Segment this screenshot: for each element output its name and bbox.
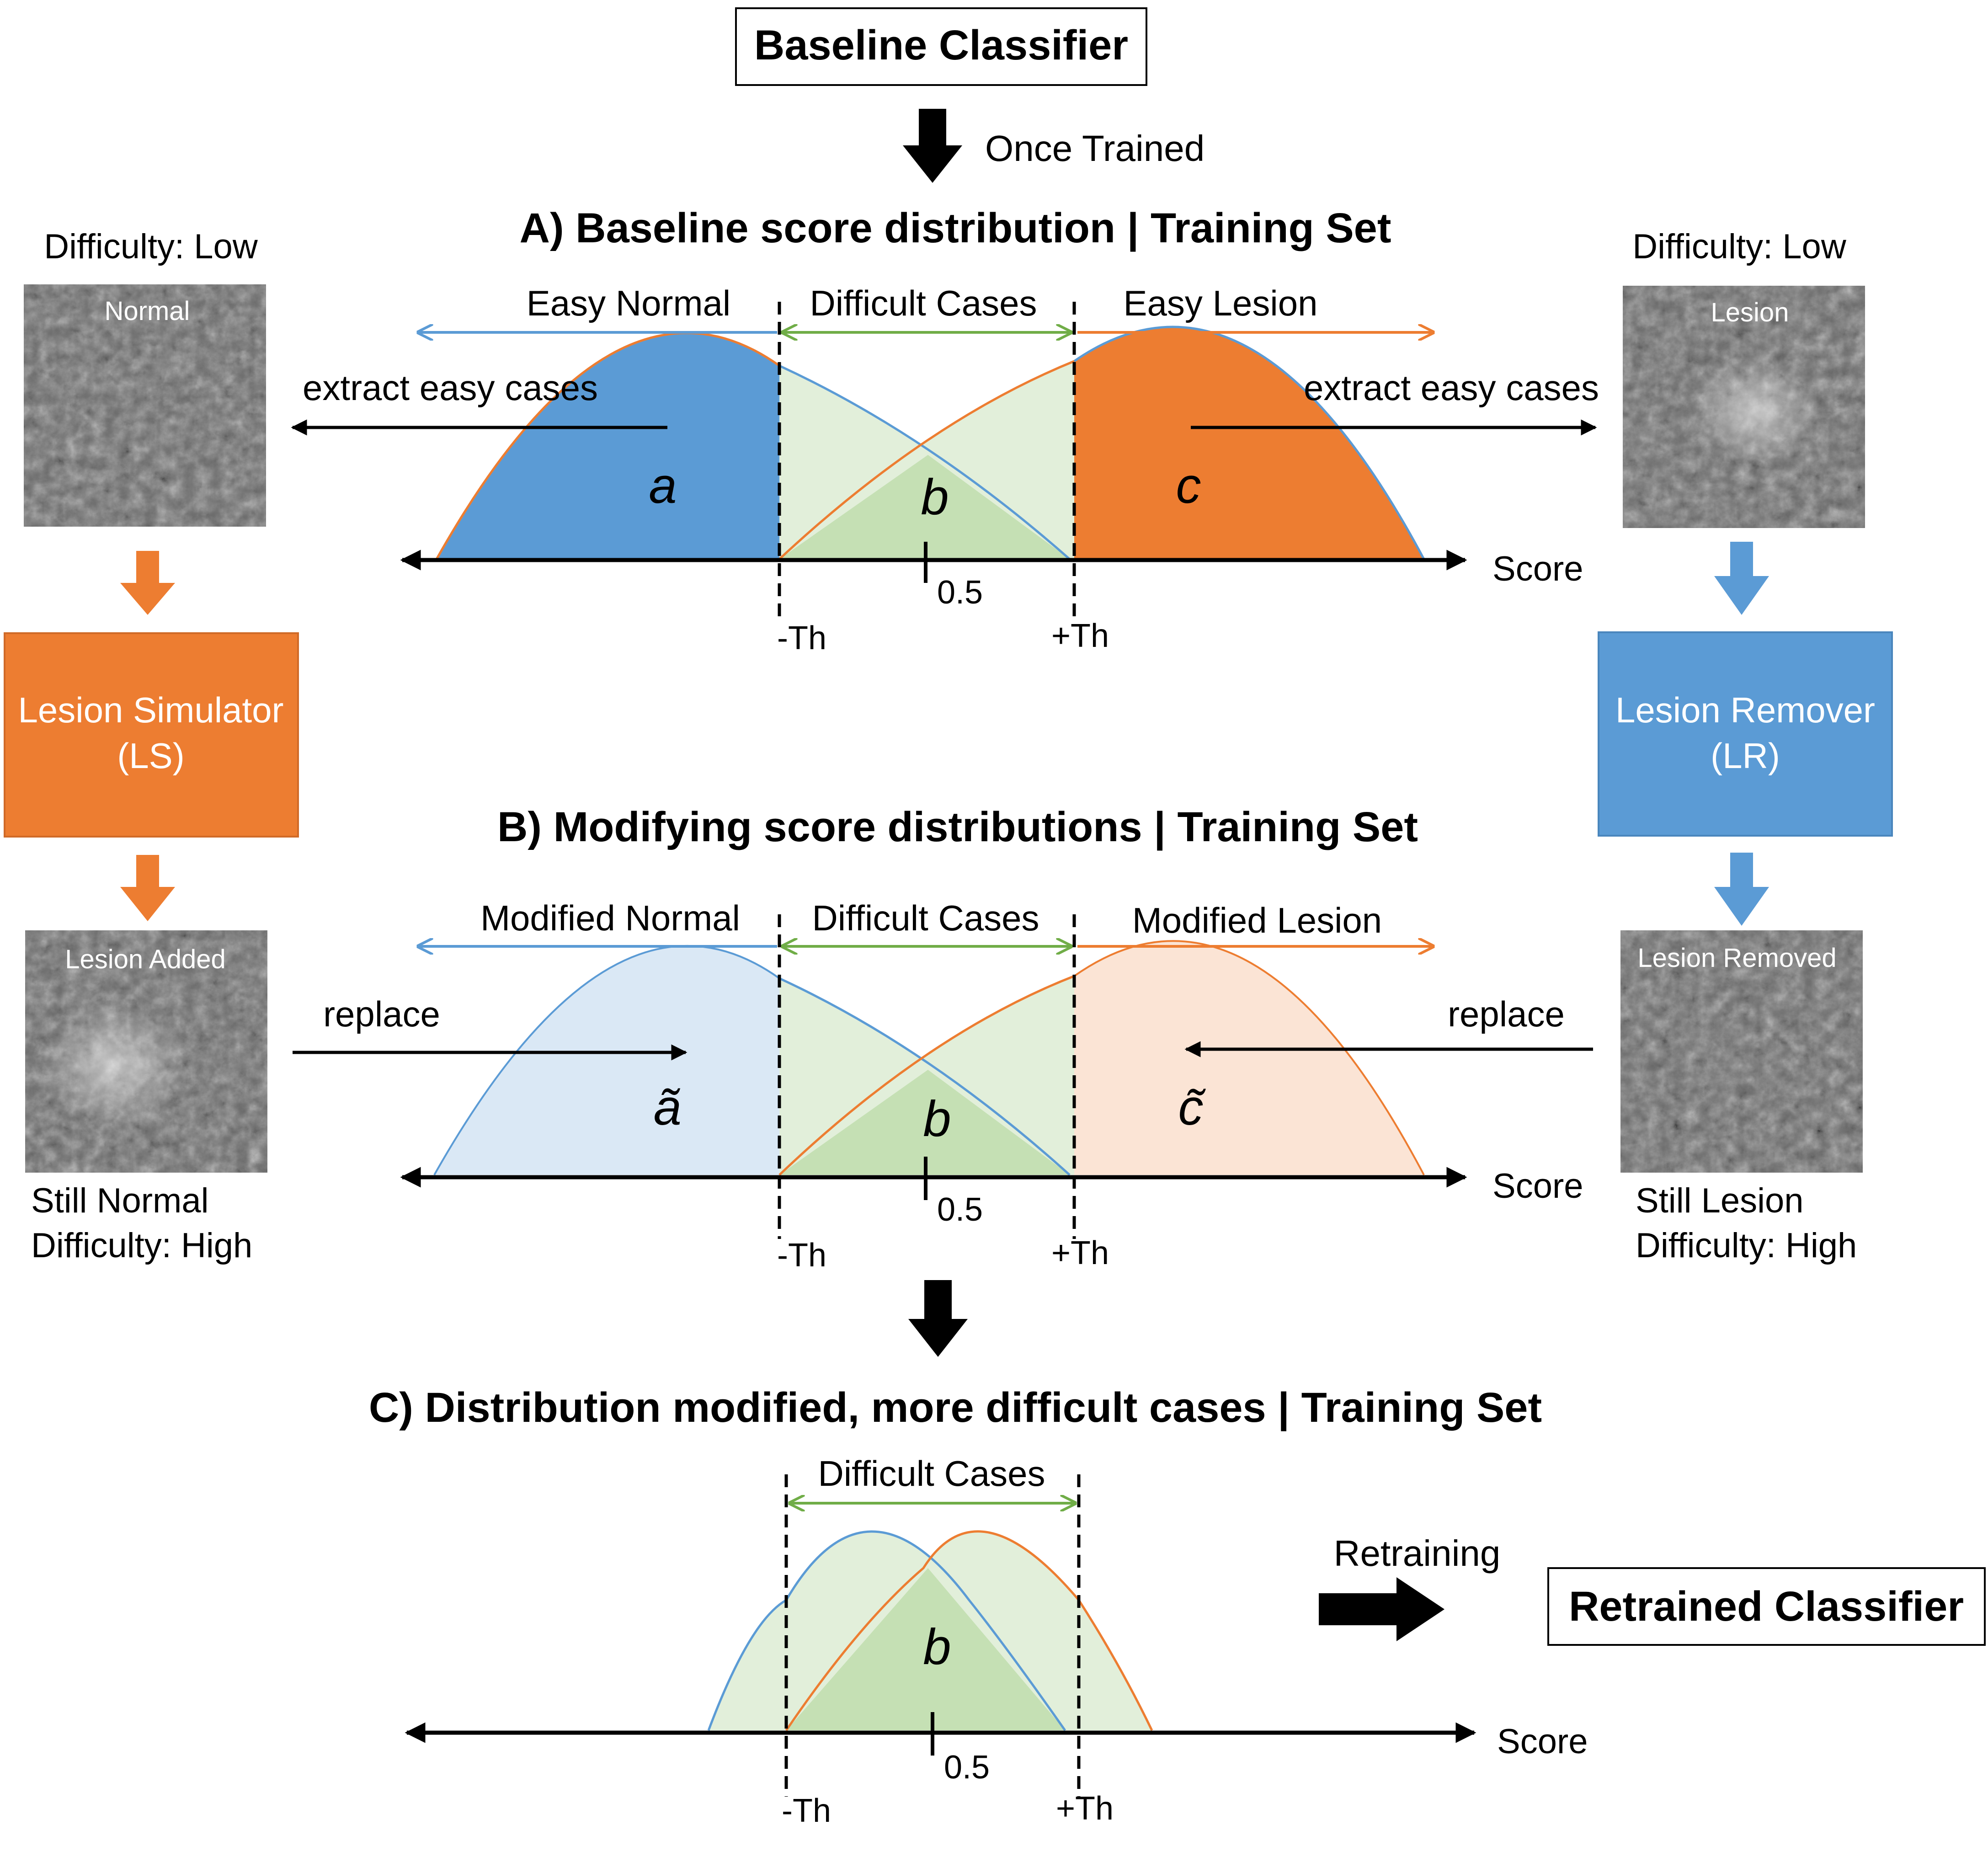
once-trained-label: Once Trained [985,128,1205,169]
replace-left-label: replace [323,994,440,1034]
region-c-label: c [1176,458,1201,514]
section-a-title: A) Baseline score distribution | Trainin… [520,205,1391,252]
plus-th-label-a: +Th [1051,618,1109,654]
minus-th-label-a: -Th [777,620,826,656]
lesion-removed-label: Lesion Removed [1637,943,1836,973]
modified-lesion-label: Modified Lesion [1132,900,1382,940]
section-b-title: B) Modifying score distributions | Train… [497,804,1418,851]
lesion-simulator-box [4,632,299,838]
retrained-classifier-label: Retrained Classifier [1569,1583,1964,1630]
down-arrow-icon-2 [908,1280,968,1357]
left-difficulty-high: Difficulty: High [31,1226,252,1265]
plus-th-label-c: +Th [1056,1790,1114,1827]
easy-normal-label: Easy Normal [527,283,730,323]
lesion-remover-box [1598,631,1893,837]
region-a-label: a [649,458,677,514]
region-c-tilde-label: c̃ [1178,1079,1206,1136]
lesion-mammogram-image [1623,286,1865,528]
blue-down-arrow-icon-2 [1714,853,1769,926]
tick-label-c: 0.5 [944,1749,990,1786]
tick-label-b: 0.5 [937,1191,983,1228]
lesion-added-image [25,930,267,1173]
minus-th-label-b: -Th [777,1237,826,1274]
retraining-label: Retraining [1334,1533,1501,1574]
retrained-classifier-box: Retrained Classifier [1547,1567,1986,1646]
difficult-cases-label-a: Difficult Cases [810,283,1037,323]
section-b-plot [293,914,1593,1239]
orange-down-arrow-icon [120,551,175,615]
region-b-label-c: b [923,1619,951,1675]
section-a-plot [291,302,1597,622]
orange-down-arrow-icon-2 [120,855,175,921]
plus-th-label-b: +Th [1051,1235,1109,1271]
score-label-b: Score [1492,1167,1583,1206]
easy-lesion-label: Easy Lesion [1124,283,1318,323]
right-arrow-icon [1319,1577,1444,1641]
score-label-c: Score [1497,1722,1588,1761]
right-difficulty-high: Difficulty: High [1636,1226,1857,1265]
lesion-simulator-abbrev: (LS) [117,736,184,776]
baseline-classifier-box: Baseline Classifier [735,7,1147,86]
replace-right-label: replace [1448,994,1565,1034]
difficult-cases-label-c: Difficult Cases [818,1453,1045,1494]
extract-left-label: extract easy cases [303,368,598,408]
baseline-classifier-label: Baseline Classifier [754,22,1128,69]
lesion-added-label: Lesion Added [65,945,226,974]
still-lesion-label: Still Lesion [1636,1181,1804,1220]
section-c-plot [405,1474,1476,1797]
lesion-simulator-label: Lesion Simulator [18,690,284,730]
region-b-label-b: b [923,1091,951,1147]
region-a-tilde-label: ã [653,1079,681,1136]
tick-label-a: 0.5 [937,574,983,611]
minus-th-label-c: -Th [782,1793,831,1829]
lesion-removed-image [1620,930,1863,1173]
blue-down-arrow-icon [1714,542,1769,615]
normal-mammogram-image [24,284,266,527]
score-label-a: Score [1492,550,1583,588]
difficult-cases-label-b: Difficult Cases [812,898,1039,938]
down-arrow-icon [903,109,962,183]
lesion-image-label: Lesion [1711,298,1789,327]
right-difficulty-low: Difficulty: Low [1632,227,1847,266]
section-c-title: C) Distribution modified, more difficult… [369,1384,1542,1431]
lesion-remover-label: Lesion Remover [1615,690,1875,730]
modified-normal-label: Modified Normal [480,898,740,938]
still-normal-label: Still Normal [31,1181,209,1220]
lesion-remover-abbrev: (LR) [1711,736,1780,776]
extract-right-label: extract easy cases [1304,368,1599,408]
left-difficulty-low: Difficulty: Low [44,227,258,266]
region-b-label-a: b [921,469,949,525]
normal-image-label: Normal [105,296,190,326]
